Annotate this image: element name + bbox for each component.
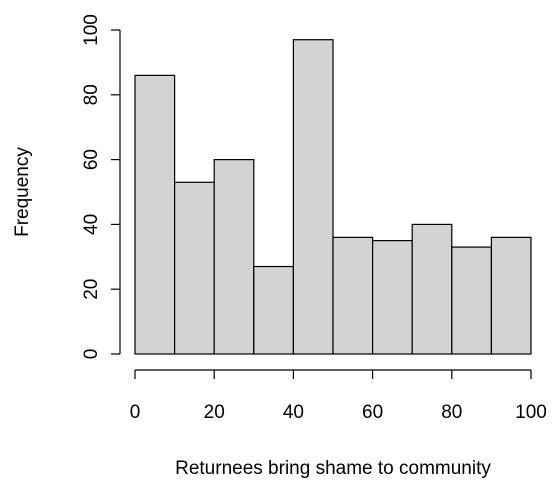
histogram-bar-6 xyxy=(332,236,374,355)
histogram-bar-7 xyxy=(372,240,413,355)
y-tick-label: 0 xyxy=(81,349,102,360)
histogram-bar-2 xyxy=(174,181,215,355)
histogram-bar-10 xyxy=(490,236,532,355)
x-tick-label: 80 xyxy=(441,402,462,423)
y-tick-label: 60 xyxy=(81,149,102,170)
x-tick-label: 40 xyxy=(283,402,304,423)
y-axis: 0 20 40 60 80 100 xyxy=(81,14,121,360)
x-tick-label: 100 xyxy=(515,402,547,423)
y-tick-label: 100 xyxy=(81,14,102,46)
x-axis-label: Returnees bring shame to community xyxy=(175,458,491,479)
histogram-bar-5 xyxy=(292,39,334,355)
x-tick-label: 0 xyxy=(130,402,141,423)
y-tick-label: 40 xyxy=(81,214,102,235)
x-axis: 0 20 40 60 80 100 xyxy=(130,369,547,423)
y-axis-label: Frequency xyxy=(12,147,33,237)
histogram-bar-4 xyxy=(253,265,295,355)
histogram-bar-8 xyxy=(411,223,453,355)
x-tick-label: 20 xyxy=(204,402,225,423)
histogram-bar-1 xyxy=(134,74,176,355)
y-tick-label: 20 xyxy=(81,279,102,300)
y-tick-label: 80 xyxy=(81,84,102,105)
x-tick-label: 60 xyxy=(362,402,383,423)
histogram-bar-3 xyxy=(213,159,255,355)
histogram-bar-9 xyxy=(451,246,492,355)
bars-group xyxy=(134,39,532,355)
